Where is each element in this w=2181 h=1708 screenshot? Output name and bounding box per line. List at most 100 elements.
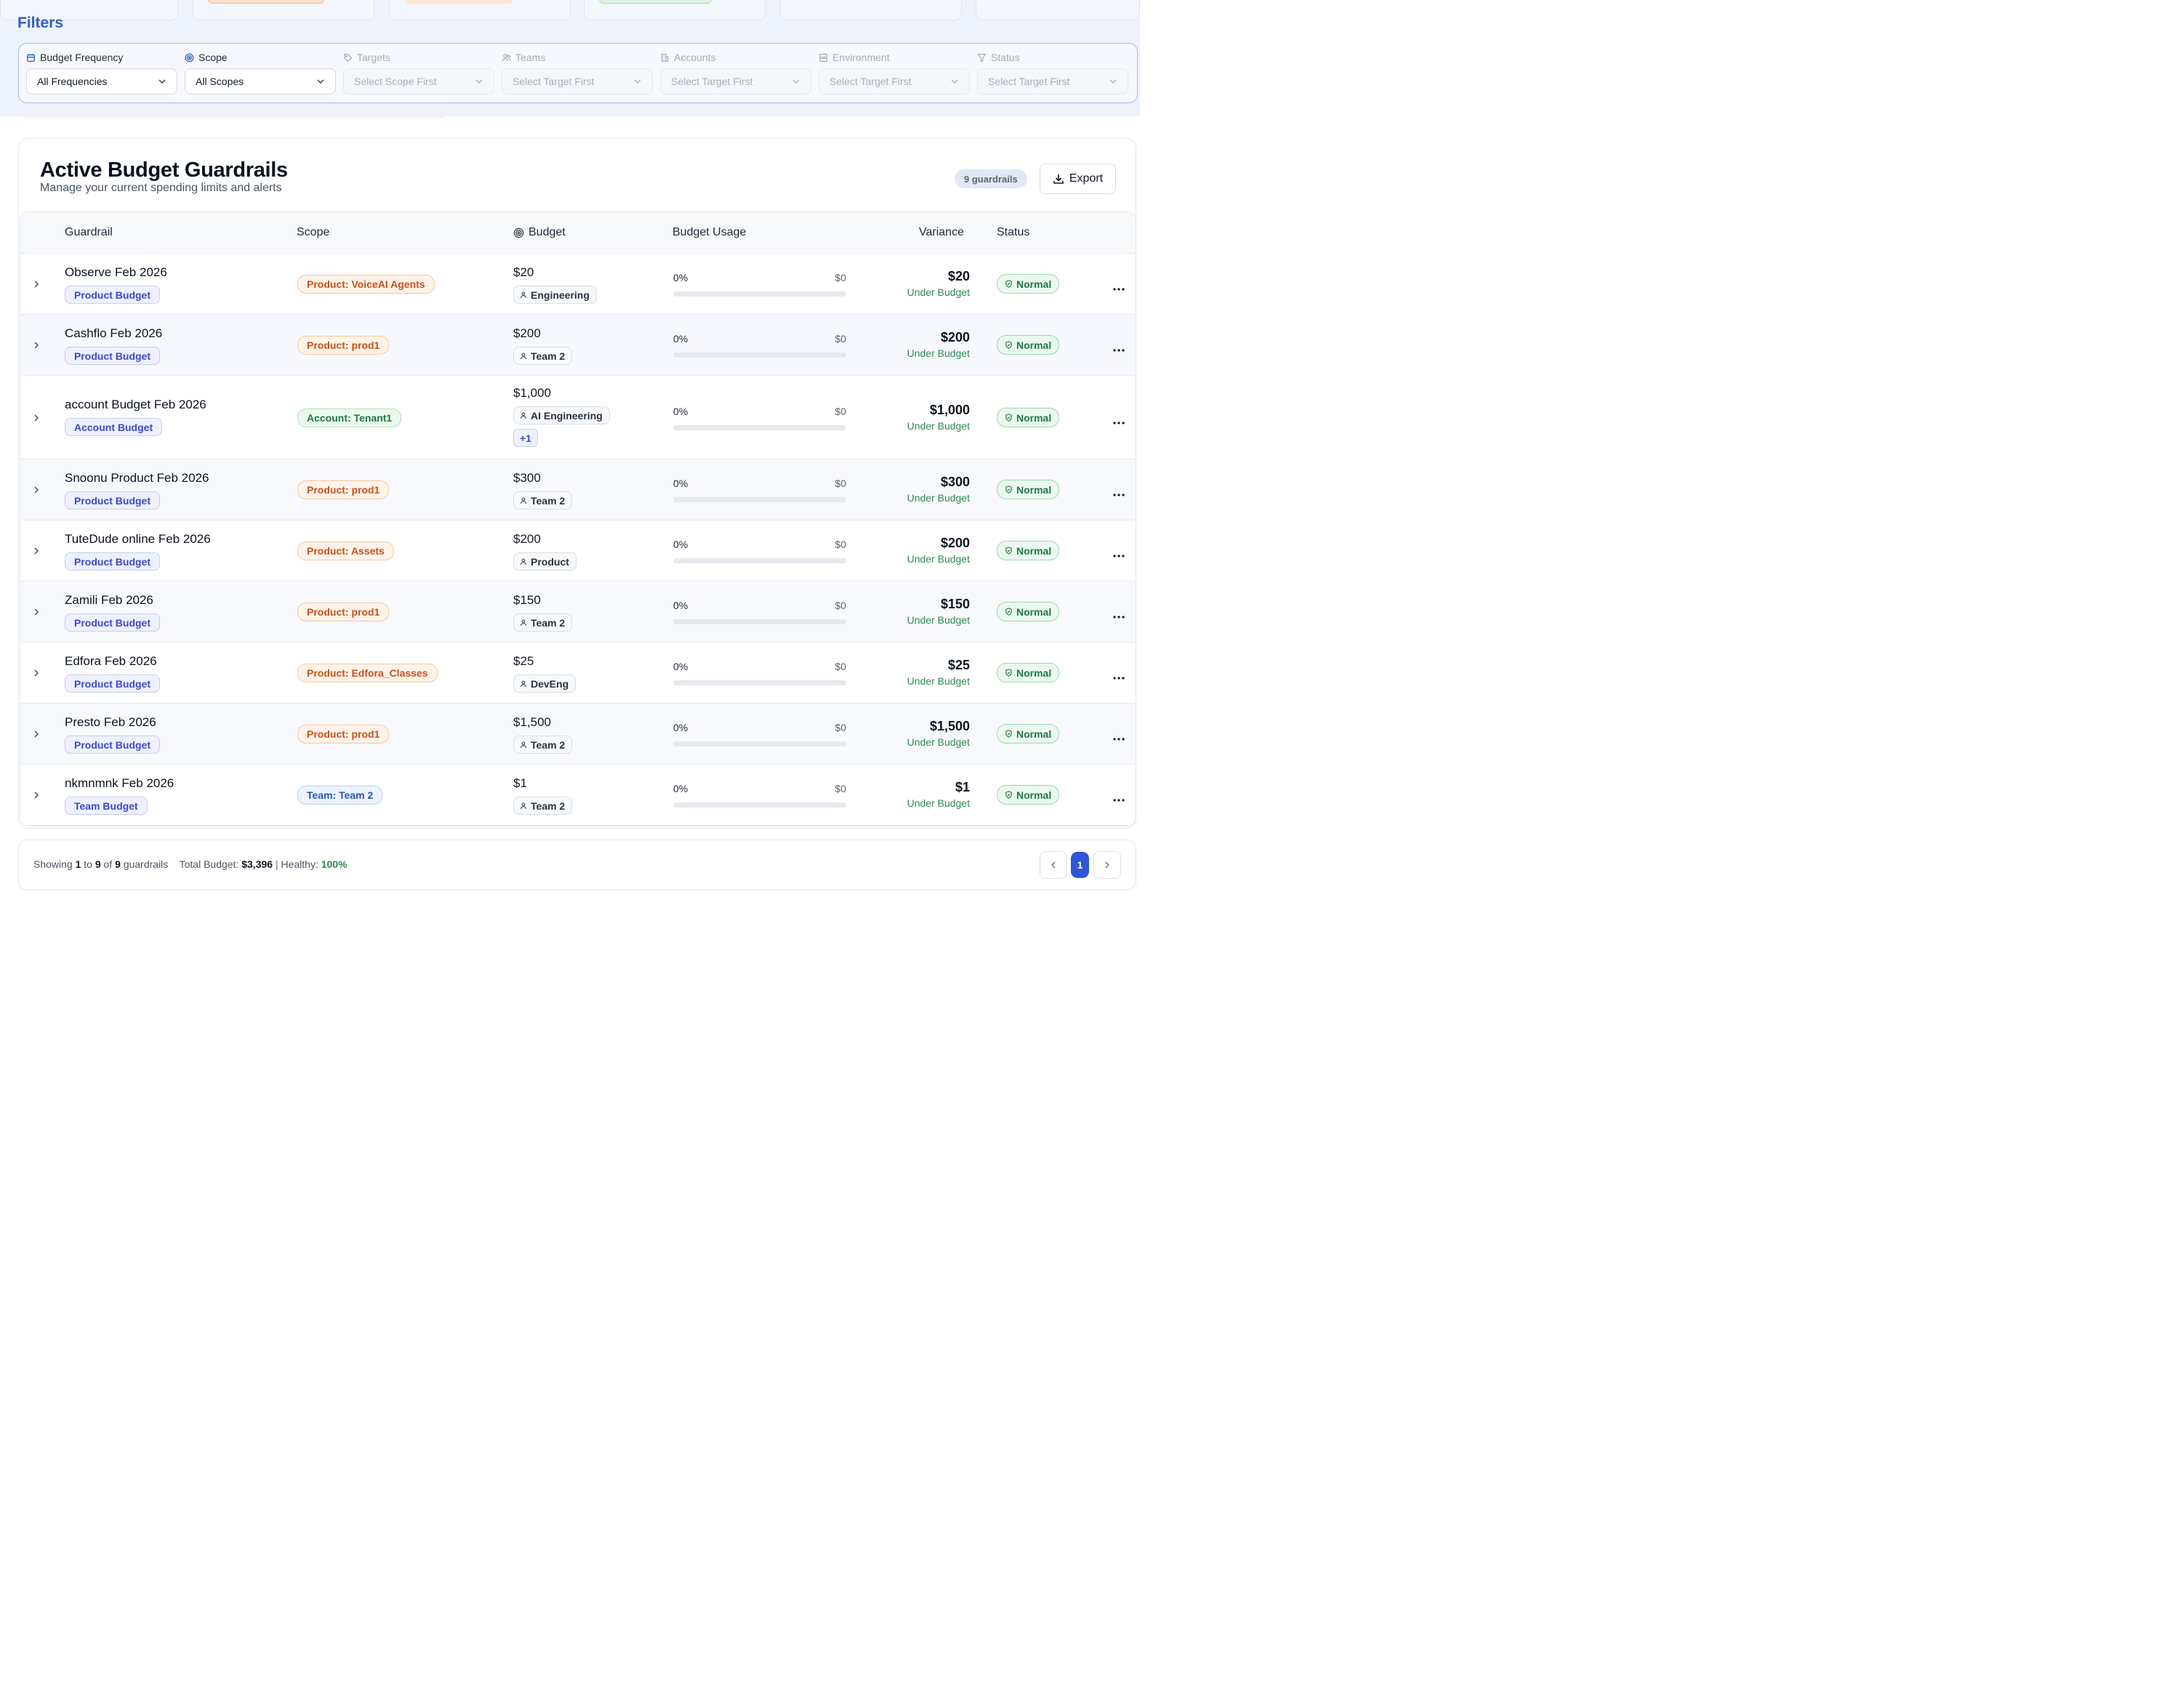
usage-progress-bar (673, 558, 846, 563)
row-actions-menu-icon[interactable] (1112, 793, 1125, 802)
team-badge: Team 2 (513, 736, 573, 754)
accounts-select[interactable]: Select Target First (660, 68, 811, 94)
usage-spent: $0 (835, 783, 846, 794)
budget-amount: $200 (513, 326, 541, 340)
table-row[interactable]: Edfora Feb 2026 Product Budget Product: … (20, 642, 1136, 704)
usage-percent: 0% (673, 478, 688, 489)
pagination-summary: Showing 1 to 9 of 9 guardrails Total Bud… (33, 858, 348, 870)
guardrails-table: Guardrail Scope Budget Budget Usage Vari… (20, 212, 1136, 826)
budget-type-badge: Product Budget (65, 286, 160, 304)
expand-row-chevron-icon[interactable] (31, 340, 41, 350)
guardrail-name[interactable]: Observe Feb 2026 (65, 265, 167, 279)
expand-row-chevron-icon[interactable] (31, 790, 41, 800)
expand-row-chevron-icon[interactable] (31, 413, 41, 423)
user-icon (520, 353, 527, 360)
filter-label: Budget Frequency (40, 52, 124, 63)
filter-label: Accounts (674, 52, 716, 63)
guardrail-name[interactable]: Edfora Feb 2026 (65, 654, 157, 668)
usage-percent: 0% (673, 539, 688, 550)
column-header-scope[interactable]: Scope (297, 226, 330, 238)
user-icon (520, 291, 527, 299)
user-icon (520, 741, 527, 749)
next-page-button[interactable] (1093, 851, 1121, 879)
row-actions-menu-icon[interactable] (1112, 488, 1125, 496)
table-row[interactable]: Snoonu Product Feb 2026 Product Budget P… (20, 459, 1136, 520)
usage-percent: 0% (673, 406, 688, 417)
summary-cards-ghost (0, 0, 1140, 20)
environment-select[interactable]: Select Target First (819, 68, 970, 94)
status-select[interactable]: Select Target First (977, 68, 1128, 94)
guardrail-name[interactable]: TuteDude online Feb 2026 (65, 532, 211, 546)
guardrail-name[interactable]: Snoonu Product Feb 2026 (65, 471, 209, 485)
expand-row-chevron-icon[interactable] (31, 668, 41, 678)
previous-page-button[interactable] (1040, 851, 1067, 879)
column-header-status[interactable]: Status (997, 226, 1030, 238)
shield-check-icon (1005, 608, 1013, 616)
table-row[interactable]: TuteDude online Feb 2026 Product Budget … (20, 520, 1136, 581)
shield-check-icon (1005, 341, 1013, 349)
table-row[interactable]: account Budget Feb 2026 Account Budget A… (20, 376, 1136, 459)
row-actions-menu-icon[interactable] (1112, 732, 1125, 741)
more-teams-badge[interactable]: +1 (513, 429, 538, 447)
chevron-left-icon (1051, 861, 1056, 869)
usage-spent: $0 (835, 478, 846, 489)
table-row[interactable]: nkmnmnk Feb 2026 Team Budget Team: Team … (20, 765, 1136, 826)
guardrail-name[interactable]: account Budget Feb 2026 (65, 398, 206, 411)
chevron-down-icon (951, 79, 958, 84)
row-actions-menu-icon[interactable] (1112, 343, 1125, 352)
column-header-variance[interactable]: Variance (919, 226, 964, 238)
expand-row-chevron-icon[interactable] (31, 546, 41, 556)
variance-amount: $25 (947, 658, 970, 672)
row-actions-menu-icon[interactable] (1112, 416, 1125, 424)
guardrail-name[interactable]: Cashflo Feb 2026 (65, 326, 163, 340)
filter-environment: Environment Select Target First (819, 51, 970, 94)
shield-check-icon (1005, 414, 1013, 422)
budget-type-badge: Product Budget (65, 613, 160, 632)
budget-amount: $150 (513, 593, 541, 607)
filter-label: Scope (198, 52, 228, 63)
budget-type-badge: Team Budget (65, 797, 148, 815)
budget-frequency-select[interactable]: All Frequencies (26, 68, 177, 94)
expand-row-chevron-icon[interactable] (31, 729, 41, 739)
scope-select[interactable]: All Scopes (185, 68, 336, 94)
column-header-guardrail[interactable]: Guardrail (65, 226, 113, 238)
status-badge: Normal (997, 663, 1060, 682)
usage-progress-bar (673, 353, 846, 358)
expand-row-chevron-icon[interactable] (31, 607, 41, 617)
variance-label: Under Budget (907, 614, 970, 626)
teams-select[interactable]: Select Target First (502, 68, 653, 94)
scope-badge: Product: prod1 (297, 336, 390, 355)
guardrail-name[interactable]: Zamili Feb 2026 (65, 593, 153, 607)
table-row[interactable]: Presto Feb 2026 Product Budget Product: … (20, 704, 1136, 765)
page-1-button[interactable]: 1 (1071, 852, 1089, 878)
variance-label: Under Budget (907, 347, 970, 359)
expand-row-chevron-icon[interactable] (31, 485, 41, 495)
guardrail-name[interactable]: nkmnmnk Feb 2026 (65, 776, 174, 790)
user-icon (520, 412, 527, 419)
budget-type-badge: Product Budget (65, 674, 160, 693)
export-label: Export (1069, 172, 1104, 185)
status-badge: Normal (997, 335, 1060, 355)
filter-teams: Teams Select Target First (502, 51, 653, 94)
usage-spent: $0 (835, 406, 846, 417)
variance-label: Under Budget (907, 675, 970, 687)
row-actions-menu-icon[interactable] (1112, 610, 1125, 619)
export-button[interactable]: Export (1040, 164, 1116, 194)
expand-row-chevron-icon[interactable] (31, 279, 41, 289)
scope-badge: Product: Edfora_Classes (297, 664, 438, 682)
tag-icon (344, 53, 353, 62)
building-icon (661, 53, 669, 62)
row-actions-menu-icon[interactable] (1112, 282, 1125, 291)
targets-select[interactable]: Select Scope First (343, 68, 494, 94)
variance-label: Under Budget (907, 736, 970, 748)
row-actions-menu-icon[interactable] (1112, 671, 1125, 680)
table-row[interactable]: Observe Feb 2026 Product Budget Product:… (20, 254, 1136, 315)
row-actions-menu-icon[interactable] (1112, 549, 1125, 557)
guardrail-name[interactable]: Presto Feb 2026 (65, 715, 156, 729)
table-row[interactable]: Cashflo Feb 2026 Product Budget Product:… (20, 315, 1136, 376)
column-header-budget-usage[interactable]: Budget Usage (672, 226, 747, 238)
target-icon (185, 53, 194, 62)
filter-label: Teams (515, 52, 546, 63)
table-row[interactable]: Zamili Feb 2026 Product Budget Product: … (20, 581, 1136, 642)
column-header-budget[interactable]: Budget (513, 226, 566, 239)
